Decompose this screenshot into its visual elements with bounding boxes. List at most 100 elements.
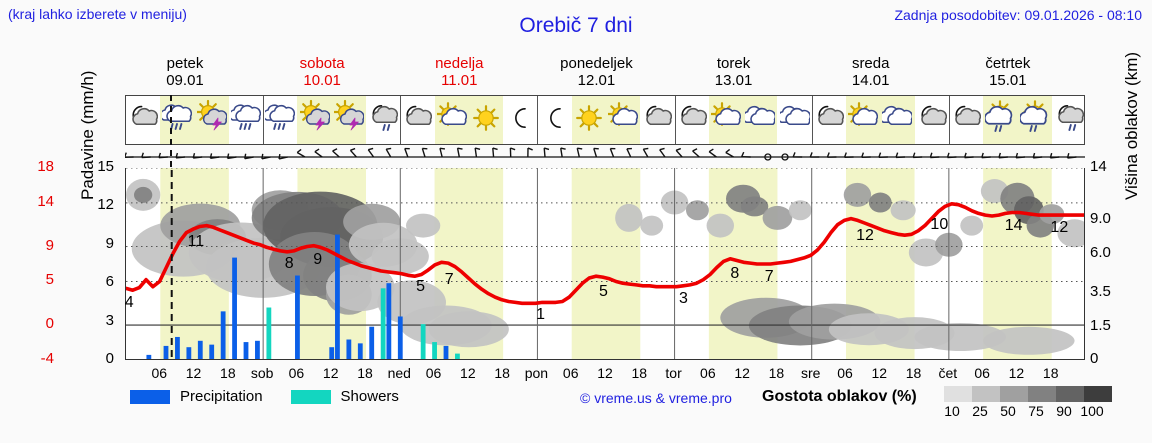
moon-cloud-icon: [400, 96, 434, 144]
day-date: 12.01: [577, 72, 616, 89]
sun-cloud-icon: [606, 96, 640, 144]
cloud-density-step: 90: [1056, 403, 1072, 419]
cloud-density-step: 75: [1028, 403, 1044, 419]
precipitation-tick: 9: [105, 234, 114, 252]
sun-cloud-icon: [709, 96, 743, 144]
time-tick-label: 12: [322, 365, 339, 381]
page-title: Orebič 7 dni: [519, 14, 633, 37]
cloud-rain-icon: [160, 96, 194, 144]
temperature-value-label: 1: [536, 306, 546, 324]
time-tick-label: čet: [938, 365, 958, 381]
day-header-četrtek: četrtek 15.01: [948, 55, 1068, 89]
moon-icon: [503, 96, 537, 144]
day-separator: [400, 96, 402, 144]
time-tick-label: 12: [1008, 365, 1025, 381]
sun-cloud-rain-icon: [983, 96, 1017, 144]
temperature-tick: -4: [40, 350, 54, 367]
sun-icon: [469, 96, 503, 144]
temperature-value-label: 8: [284, 254, 294, 272]
day-date: 09.01: [166, 72, 204, 89]
current-time-marker: [169, 95, 172, 168]
temperature-value-label: 14: [1004, 216, 1023, 234]
sun-thunder-icon: [195, 96, 229, 144]
cloud-density-scale-numbers: 10 25 50 75 90 100: [938, 403, 1106, 419]
time-tick-label: 06: [151, 365, 168, 381]
temperature-tick: 14: [37, 192, 54, 210]
temperature-tick: 9: [45, 236, 54, 254]
time-tick-label: 18: [768, 365, 785, 381]
cloud-icon: [743, 96, 777, 144]
sun-cloud-icon: [435, 96, 469, 144]
wind-barb-strip: [123, 146, 1085, 168]
day-header-nedelja: nedelja 11.01: [399, 55, 519, 89]
day-header-sreda: sreda 14.01: [811, 55, 931, 89]
temperature-value-label: 12: [856, 226, 874, 244]
cloud-density-swatch: [1084, 386, 1112, 402]
day-name: četrtek: [985, 55, 1031, 72]
time-tick-label: pon: [524, 365, 549, 381]
meteogram-chart: [125, 168, 1085, 360]
temperature-value-label: 10: [930, 215, 949, 233]
showers-swatch: [290, 389, 331, 404]
time-tick-label: ned: [387, 365, 411, 381]
day-date: 10.01: [303, 72, 341, 89]
temperature-value-label: 11: [187, 233, 205, 251]
cloud-height-tick: 0: [1090, 350, 1099, 367]
cloud-icon: [880, 96, 914, 144]
day-header-torek: torek 13.01: [674, 55, 794, 89]
moon-cloud-icon: [126, 96, 160, 144]
temperature-value-label: 4: [124, 294, 134, 312]
cloud-density-step: 10: [944, 403, 960, 419]
day-name: nedelja: [435, 55, 484, 72]
cloud-density-swatch: [944, 386, 972, 402]
time-tick-label: 18: [357, 365, 373, 381]
time-tick-label: 18: [220, 365, 236, 381]
time-tick-label: sob: [250, 365, 274, 381]
cloud-density-swatch: [1056, 386, 1084, 402]
cloud-density-swatch: [1028, 386, 1056, 402]
credit-text: © vreme.us & vreme.pro: [580, 390, 732, 406]
time-tick-label: 06: [974, 365, 990, 381]
cloud-height-tick: 14: [1090, 158, 1107, 175]
temperature-value-label: 12: [1050, 219, 1069, 237]
temperature-value-label: 7: [444, 270, 454, 288]
precipitation-tick: 12: [97, 196, 114, 214]
cloud-height-axis-title: Višina oblakov (km): [1122, 51, 1141, 200]
day-name: sobota: [299, 55, 345, 72]
cloud-icon: [777, 96, 811, 144]
temperature-tick: 0: [45, 315, 54, 333]
day-name: petek: [166, 55, 204, 72]
showers-legend-label: Showers: [340, 388, 399, 405]
day-date: 14.01: [851, 72, 890, 89]
day-separator: [537, 96, 539, 144]
precipitation-legend-label: Precipitation: [180, 388, 263, 405]
last-update-text: Zadnja posodobitev: 09.01.2026 - 08:10: [894, 7, 1142, 23]
precipitation-legend: Precipitation Showers: [130, 388, 417, 405]
time-tick-label: 06: [562, 365, 579, 381]
day-separator: [263, 96, 265, 144]
time-tick-label: 12: [185, 365, 202, 381]
cloud-density-swatch: [972, 386, 1000, 402]
day-separator: [811, 96, 813, 144]
cloud-rain-icon: [229, 96, 263, 144]
time-tick-label: 12: [597, 365, 613, 381]
day-name: ponedeljek: [560, 55, 633, 72]
precipitation-tick: 15: [97, 158, 114, 175]
moon-cloud-icon: [640, 96, 674, 144]
sun-thunder-icon: [332, 96, 366, 144]
time-tick-label: 18: [494, 365, 510, 381]
temperature-value-label: 3: [679, 289, 688, 307]
precipitation-tick: 0: [105, 350, 114, 367]
precipitation-swatch: [130, 389, 170, 404]
cloud-density-scale: [944, 386, 1112, 402]
sun-cloud-icon: [846, 96, 880, 144]
cloud-density-legend-title: Gostota oblakov (%): [762, 388, 917, 405]
day-header-sobota: sobota 10.01: [262, 55, 382, 89]
moon-cloud-icon: [915, 96, 949, 144]
moon-cloud-rain-icon: [366, 96, 400, 144]
time-tick-label: 12: [871, 365, 888, 381]
temperature-tick: 18: [37, 158, 54, 175]
precipitation-axis-title: Padavine (mm/h): [78, 70, 97, 200]
time-tick-label: sre: [800, 365, 821, 381]
cloud-density-step: 100: [1080, 403, 1104, 419]
